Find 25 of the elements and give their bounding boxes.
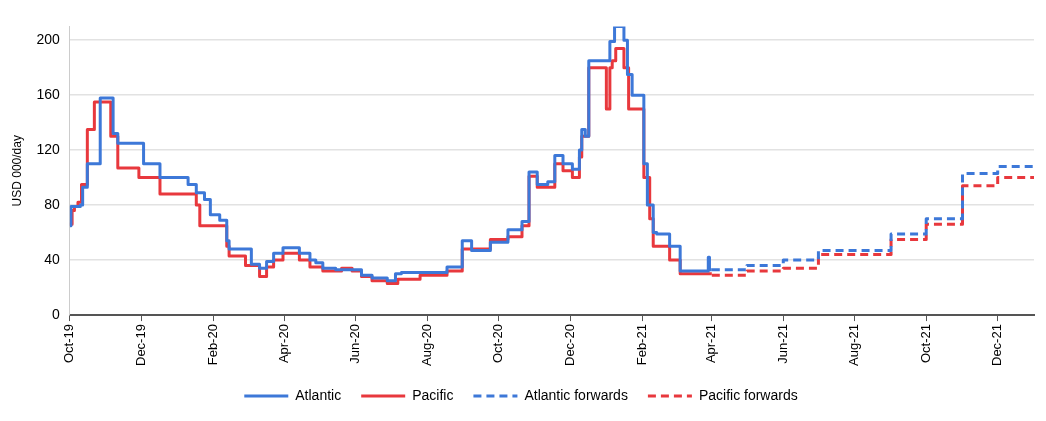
y-axis-title: USD 000/day <box>9 135 24 207</box>
y-tick-label: 160 <box>36 85 60 102</box>
x-tick-label: Feb-21 <box>634 324 650 366</box>
legend-label: Pacific <box>412 386 454 403</box>
x-tick-label: Dec-19 <box>132 324 148 366</box>
x-tick-label: Aug-20 <box>418 324 434 366</box>
legend-label: Atlantic forwards <box>524 386 628 403</box>
legend-label: Atlantic <box>295 386 342 403</box>
x-tick-label: Oct-21 <box>917 324 933 364</box>
x-tick-label: Apr-20 <box>275 324 291 364</box>
legend-label: Pacific forwards <box>698 386 798 403</box>
y-tick-label: 80 <box>44 195 60 212</box>
x-tick-label: Dec-20 <box>561 324 577 366</box>
x-tick-label: Dec-21 <box>989 324 1005 366</box>
x-tick-label: Oct-19 <box>61 324 77 364</box>
y-tick-label: 0 <box>51 305 60 322</box>
x-tick-label: Aug-21 <box>846 324 862 366</box>
x-tick-label: Apr-21 <box>703 324 719 364</box>
y-tick-label: 40 <box>44 250 60 267</box>
x-tick-label: Feb-20 <box>205 324 221 366</box>
x-tick-label: Oct-20 <box>490 324 506 364</box>
x-tick-label: Jun-21 <box>774 324 790 364</box>
y-tick-label: 120 <box>36 140 60 157</box>
x-tick-label: Jun-20 <box>347 324 363 364</box>
y-tick-label: 200 <box>36 31 60 48</box>
